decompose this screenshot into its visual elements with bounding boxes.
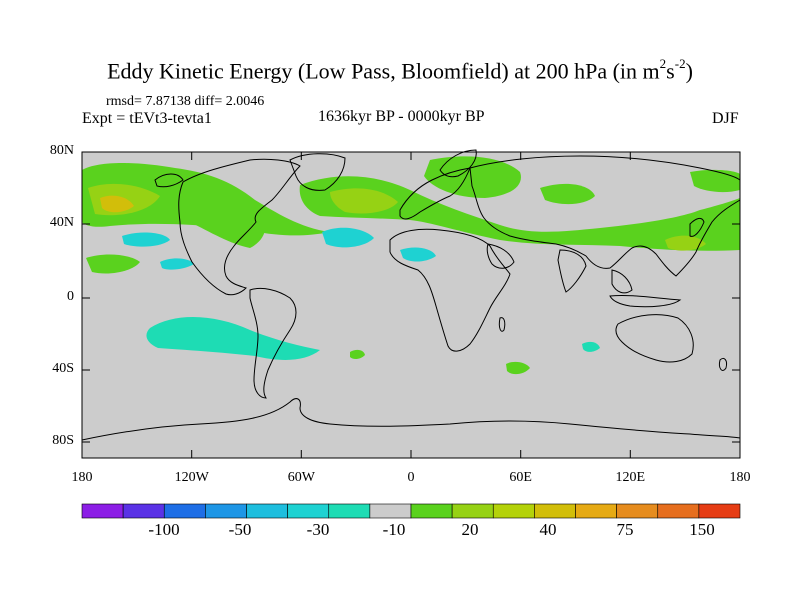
south-atlantic-green bbox=[350, 349, 365, 360]
coast-alaska bbox=[154, 173, 184, 188]
lat-label-40s: 40S bbox=[52, 361, 74, 376]
colorbar-box bbox=[81, 503, 124, 519]
colorbar-box bbox=[410, 503, 453, 519]
colorbar-box bbox=[616, 503, 659, 519]
north-pacific-green bbox=[82, 163, 330, 236]
arctic-east-green bbox=[690, 169, 740, 193]
colorbar-label-75: 75 bbox=[616, 520, 634, 539]
axis-ticks bbox=[81, 151, 741, 458]
season-label: DJF bbox=[712, 110, 739, 127]
colorbar-label-minus100: -100 bbox=[148, 520, 180, 539]
north-pacific-cyan bbox=[122, 232, 170, 247]
coast-north-america bbox=[178, 158, 301, 296]
map-panel bbox=[81, 149, 741, 459]
lon-label-120e: 120E bbox=[615, 470, 646, 485]
lon-label-0: 0 bbox=[407, 470, 415, 485]
coast-southeast-asia bbox=[611, 269, 633, 294]
colorbar-box bbox=[451, 503, 494, 519]
eurasia-green bbox=[424, 156, 521, 198]
colorbar-box bbox=[122, 503, 165, 519]
coast-antarctica bbox=[81, 398, 741, 441]
colorbar-box bbox=[369, 503, 412, 519]
north-pacific-gold bbox=[100, 195, 134, 213]
coast-africa bbox=[389, 228, 511, 352]
negative-anomaly-regions bbox=[122, 227, 600, 360]
coast-asia bbox=[469, 155, 741, 277]
lon-label-120w: 120W bbox=[174, 470, 209, 485]
period-label: 1636kyr BP - 0000kyr BP bbox=[318, 108, 485, 125]
lon-label-180w: 180 bbox=[71, 470, 93, 485]
lon-label-60e: 60E bbox=[509, 470, 532, 485]
lat-label-0: 0 bbox=[67, 289, 74, 304]
colorbar-label-20: 20 bbox=[461, 520, 479, 539]
colorbar-box bbox=[657, 503, 700, 519]
coast-madagascar bbox=[498, 317, 506, 332]
coastlines bbox=[81, 149, 741, 441]
colorbar-box bbox=[163, 503, 206, 519]
coast-south-america bbox=[249, 287, 297, 399]
colorbar-box bbox=[246, 503, 288, 519]
coast-india bbox=[557, 249, 587, 293]
coast-indonesia bbox=[609, 294, 682, 308]
lat-label-80s: 80S bbox=[52, 433, 74, 448]
north-america-green bbox=[180, 199, 266, 248]
coast-europe bbox=[399, 167, 471, 220]
central-pacific-cyan bbox=[160, 258, 194, 270]
central-pacific-green bbox=[86, 254, 140, 274]
north-atlantic-green bbox=[299, 176, 740, 251]
colorbar-box bbox=[328, 503, 371, 519]
coast-greenland bbox=[289, 153, 346, 191]
south-pacific-teal bbox=[146, 316, 320, 360]
north-atlantic-cyan bbox=[322, 227, 374, 248]
coast-scandinavia bbox=[439, 149, 477, 178]
colorbar-box bbox=[287, 503, 330, 519]
positive-anomaly-regions bbox=[82, 156, 740, 375]
colorbar bbox=[81, 503, 741, 519]
experiment-label: Expt = tEVt3-tevta1 bbox=[82, 110, 212, 127]
colorbar-label-minus30: -30 bbox=[306, 520, 330, 539]
colorbar-box bbox=[205, 503, 247, 519]
coast-australia bbox=[615, 314, 694, 363]
coast-japan bbox=[689, 217, 705, 237]
colorbar-box bbox=[698, 503, 741, 519]
indian-ocean-teal bbox=[582, 341, 600, 352]
colorbar-label-minus10: -10 bbox=[382, 520, 406, 539]
colorbar-label-40: 40 bbox=[539, 520, 557, 539]
plot-title: Eddy Kinetic Energy (Low Pass, Bloomfiel… bbox=[107, 56, 693, 84]
east-asia-yellowgreen bbox=[665, 235, 706, 251]
colorbar-label-minus50: -50 bbox=[228, 520, 252, 539]
lat-label-40n: 40N bbox=[49, 215, 74, 230]
siberia-green bbox=[540, 183, 595, 205]
lon-label-180e: 180 bbox=[729, 470, 751, 485]
north-atlantic-yellowgreen bbox=[330, 188, 398, 214]
colorbar-box bbox=[534, 503, 576, 519]
lon-label-60w: 60W bbox=[287, 470, 315, 485]
south-indian-green bbox=[506, 361, 530, 375]
colorbar-box bbox=[575, 503, 617, 519]
colorbar-box bbox=[492, 503, 535, 519]
coast-new-zealand bbox=[719, 357, 727, 371]
colorbar-label-150: 150 bbox=[689, 520, 715, 539]
lat-label-80n: 80N bbox=[49, 143, 74, 158]
central-atlantic-cyan bbox=[400, 247, 436, 262]
coast-arabia bbox=[486, 243, 515, 269]
stats-text: rmsd= 7.87138 diff= 2.0046 bbox=[106, 94, 265, 109]
